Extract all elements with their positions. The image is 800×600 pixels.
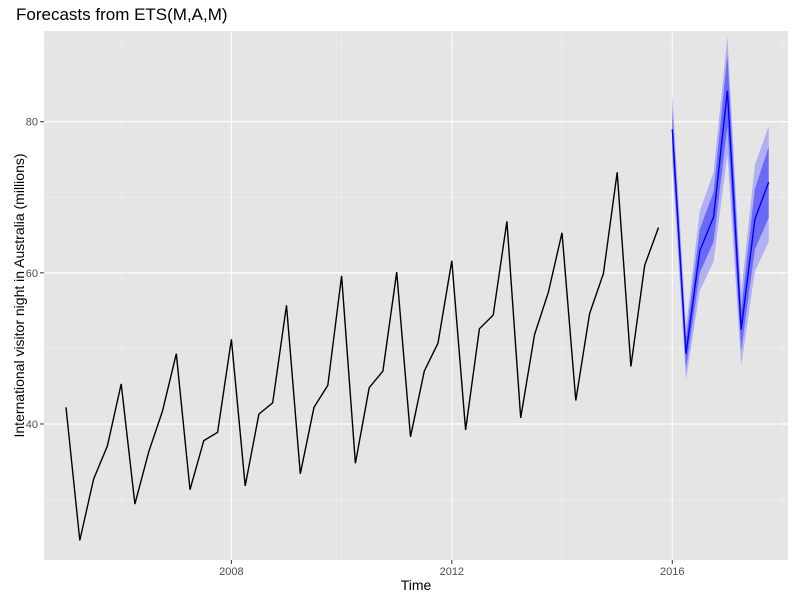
axis-ticks: 2008 2012 2016 40 60 80 (26, 117, 685, 578)
x-tick-label: 2008 (219, 566, 243, 578)
series-lines (65, 90, 770, 541)
plot-panel (44, 31, 788, 560)
grid-major (44, 31, 788, 560)
history-line (65, 172, 660, 541)
y-tick-label: 60 (26, 268, 38, 280)
y-tick-label: 80 (26, 117, 38, 129)
y-tick-label: 40 (26, 419, 38, 431)
x-tick-label: 2012 (440, 566, 464, 578)
chart-title: Forecasts from ETS(M,A,M) (16, 5, 228, 24)
x-tick-label: 2016 (660, 566, 684, 578)
forecast-line (671, 90, 770, 354)
forecast-intervals (672, 36, 769, 381)
grid-minor (44, 31, 788, 560)
y-axis-title: International visitor night in Australia… (11, 153, 27, 437)
x-axis-title: Time (401, 577, 432, 593)
forecast-band-80 (672, 55, 769, 369)
